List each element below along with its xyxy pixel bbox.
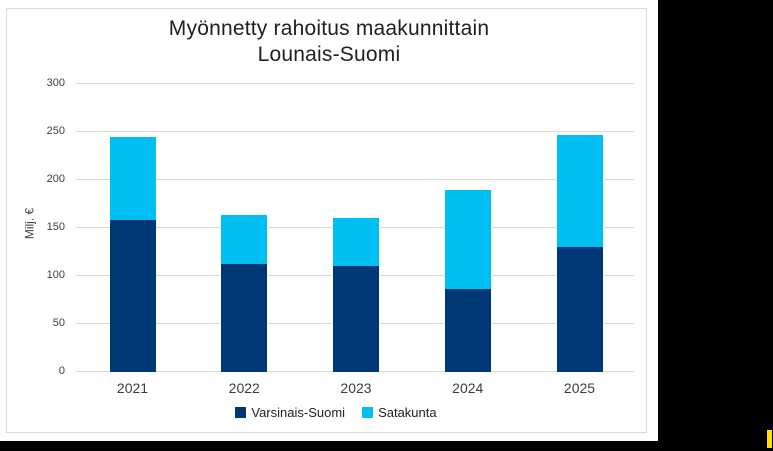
x-axis-label-2021: 2021 xyxy=(116,380,149,396)
bar-segment-varsinais-suomi-2024[interactable] xyxy=(444,289,491,372)
y-tick-label-50: 50 xyxy=(52,316,65,329)
bar-stack-2023[interactable] xyxy=(333,76,379,372)
chart-title: Myönnetty rahoitus maakunnittain Lounais… xyxy=(0,16,658,68)
chart-panel: Myönnetty rahoitus maakunnittain Lounais… xyxy=(0,0,658,441)
y-tick-label-100: 100 xyxy=(46,268,65,281)
legend-item-varsinais-suomi[interactable]: Varsinais-Suomi xyxy=(235,405,345,420)
x-axis-label-2024: 2024 xyxy=(452,380,484,396)
x-axis-label-2025: 2025 xyxy=(563,380,596,396)
plot-area xyxy=(75,76,634,372)
legend-label: Satakunta xyxy=(378,404,437,420)
y-tick-label-200: 200 xyxy=(46,172,65,185)
chart-title-line2: Lounais-Suomi xyxy=(257,43,401,66)
x-axis-label-2023: 2023 xyxy=(340,380,372,396)
bar-stack-2021[interactable] xyxy=(109,76,156,372)
bar-segment-satakunta-2024[interactable] xyxy=(444,190,491,290)
chart-title-line1: Myönnetty rahoitus maakunnittain xyxy=(168,17,490,40)
bar-segment-satakunta-2025[interactable] xyxy=(556,134,603,248)
bar-segment-varsinais-suomi-2022[interactable] xyxy=(221,264,268,372)
y-tick-label-0: 0 xyxy=(58,365,65,377)
bar-segment-varsinais-suomi-2025[interactable] xyxy=(556,247,603,372)
legend-swatch-icon xyxy=(362,406,374,418)
legend: Varsinais-Suomi Satakunta xyxy=(0,403,672,421)
bar-stack-2022[interactable] xyxy=(221,76,268,372)
legend-swatch-icon xyxy=(235,406,247,418)
legend-item-satakunta[interactable]: Satakunta xyxy=(362,405,437,420)
bar-stack-2025[interactable] xyxy=(556,76,603,372)
bar-segment-satakunta-2023[interactable] xyxy=(333,218,379,267)
bar-stack-2024[interactable] xyxy=(444,76,491,372)
legend-label: Varsinais-Suomi xyxy=(251,404,346,420)
y-tick-label-250: 250 xyxy=(46,124,65,137)
x-axis-label-2022: 2022 xyxy=(228,380,260,396)
gridline-200 xyxy=(75,178,634,180)
cursor-caret xyxy=(767,430,772,448)
bar-segment-varsinais-suomi-2021[interactable] xyxy=(109,220,156,372)
bar-segment-satakunta-2022[interactable] xyxy=(221,215,268,265)
bar-segment-satakunta-2021[interactable] xyxy=(109,137,156,221)
y-tick-label-150: 150 xyxy=(46,220,65,233)
gridline-250 xyxy=(75,130,634,132)
gridline-300 xyxy=(75,82,634,84)
bar-segment-varsinais-suomi-2023[interactable] xyxy=(333,266,379,372)
y-tick-label-300: 300 xyxy=(46,76,65,89)
